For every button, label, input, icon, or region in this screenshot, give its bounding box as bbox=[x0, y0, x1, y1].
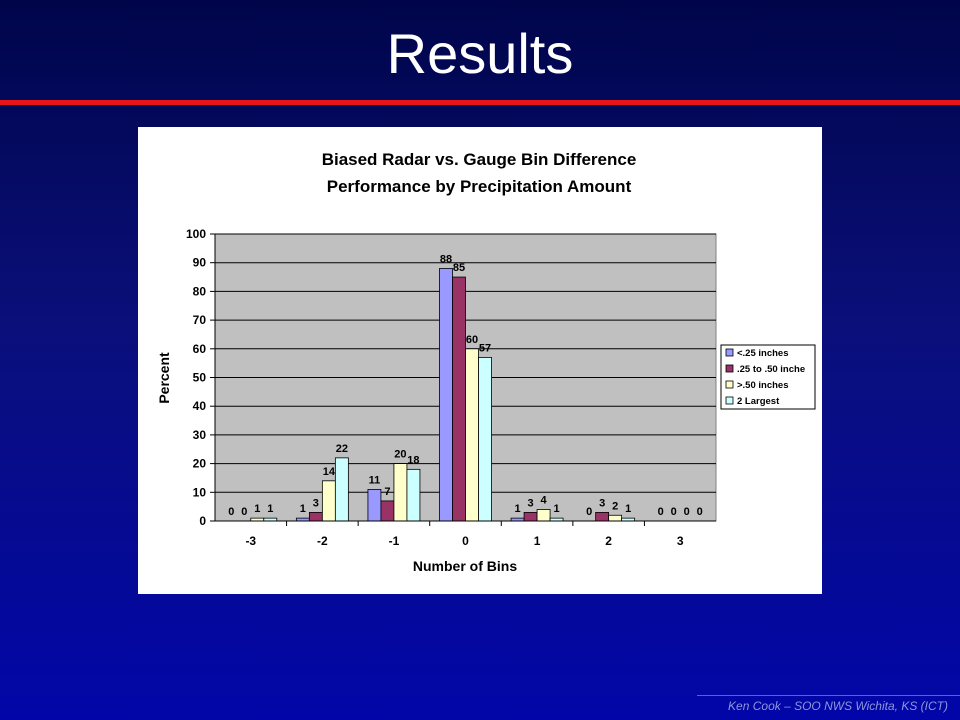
y-tick-labels: 0 10 20 30 40 50 60 70 80 90 100 bbox=[186, 227, 215, 528]
data-label: 1 bbox=[254, 503, 260, 515]
data-label: 0 bbox=[586, 506, 592, 518]
x-tick-label: -2 bbox=[317, 534, 328, 548]
gridlines bbox=[215, 233, 716, 493]
x-tick-label: 1 bbox=[534, 534, 541, 548]
bar bbox=[393, 463, 408, 522]
chart-title-line-1: Biased Radar vs. Gauge Bin Difference bbox=[322, 150, 637, 169]
data-label: 1 bbox=[625, 503, 631, 515]
data-label: 22 bbox=[336, 443, 348, 455]
bar bbox=[452, 276, 466, 522]
footer-divider bbox=[697, 695, 960, 696]
bar bbox=[321, 480, 336, 522]
legend-swatch bbox=[725, 396, 734, 405]
bar bbox=[523, 511, 538, 522]
data-label: 14 bbox=[323, 466, 336, 478]
bar bbox=[334, 457, 349, 522]
slide-title: Results bbox=[386, 22, 574, 85]
y-tick-label: 80 bbox=[193, 284, 207, 298]
x-tick-labels: -3 -2 -1 0 1 2 3 bbox=[245, 521, 684, 548]
bar bbox=[439, 268, 453, 522]
data-label: 11 bbox=[369, 474, 381, 486]
legend-label: <.25 inches bbox=[737, 348, 789, 359]
bar bbox=[478, 357, 492, 522]
legend-swatch bbox=[725, 348, 734, 357]
footer-credit: Ken Cook – SOO NWS Wichita, KS (ICT) bbox=[728, 699, 948, 713]
y-tick-label: 100 bbox=[186, 227, 206, 241]
legend-label: 2 Largest bbox=[737, 396, 780, 407]
x-tick-label: -1 bbox=[389, 534, 400, 548]
y-tick-label: 90 bbox=[193, 256, 207, 270]
data-label: 7 bbox=[384, 486, 390, 498]
data-label: 85 bbox=[453, 262, 465, 274]
legend-swatch bbox=[725, 380, 734, 389]
y-tick-label: 0 bbox=[199, 514, 206, 528]
y-tick-label: 30 bbox=[193, 428, 207, 442]
data-label: 0 bbox=[241, 506, 247, 518]
x-tick-label: -3 bbox=[245, 534, 256, 548]
data-label: 88 bbox=[440, 253, 452, 265]
data-label: 57 bbox=[479, 342, 491, 354]
data-label: 18 bbox=[407, 454, 419, 466]
data-label: 1 bbox=[515, 503, 521, 515]
data-label: 1 bbox=[554, 503, 560, 515]
legend-label: .25 to .50 inche bbox=[737, 364, 805, 375]
data-label: 0 bbox=[684, 506, 690, 518]
x-tick-label: 0 bbox=[462, 534, 469, 548]
y-tick-label: 60 bbox=[193, 342, 207, 356]
x-tick-label: 3 bbox=[677, 534, 684, 548]
y-tick-label: 10 bbox=[193, 485, 207, 499]
bar bbox=[308, 511, 323, 522]
y-tick-label: 40 bbox=[193, 399, 207, 413]
bar bbox=[380, 500, 395, 522]
x-axis-label: Number of Bins bbox=[413, 558, 517, 574]
data-label: 4 bbox=[541, 495, 548, 507]
data-label: 3 bbox=[313, 497, 319, 509]
data-label: 0 bbox=[697, 506, 703, 518]
title-divider bbox=[0, 100, 960, 105]
bars bbox=[250, 268, 636, 522]
data-label: 20 bbox=[394, 449, 406, 461]
legend-box bbox=[720, 344, 816, 410]
legend-label: >.50 inches bbox=[737, 380, 789, 391]
y-axis-label: Percent bbox=[156, 352, 172, 404]
data-label: 2 bbox=[612, 500, 618, 512]
data-label: 0 bbox=[658, 506, 664, 518]
y-tick-label: 20 bbox=[193, 457, 207, 471]
bar bbox=[608, 514, 623, 522]
y-tick-label: 70 bbox=[193, 313, 207, 327]
y-tick-label: 50 bbox=[193, 371, 207, 385]
legend-swatch bbox=[725, 364, 734, 373]
x-tick-label: 2 bbox=[605, 534, 612, 548]
data-label: 1 bbox=[300, 503, 306, 515]
data-label: 60 bbox=[466, 334, 478, 346]
data-label: 3 bbox=[599, 497, 605, 509]
bar bbox=[465, 348, 479, 522]
bar bbox=[536, 509, 551, 522]
data-label: 1 bbox=[267, 503, 273, 515]
legend: <.25 inches .25 to .50 inche >.50 inches 2 … bbox=[720, 344, 816, 410]
chart-panel: Biased Radar vs. Gauge Bin Difference Pe… bbox=[138, 127, 822, 594]
bar bbox=[367, 489, 382, 522]
bar bbox=[406, 468, 421, 522]
bar-chart: Biased Radar vs. Gauge Bin Difference Pe… bbox=[156, 150, 816, 574]
bar bbox=[595, 511, 610, 522]
chart-title-line-2: Performance by Precipitation Amount bbox=[327, 177, 632, 196]
data-label: 3 bbox=[528, 497, 534, 509]
data-label: 0 bbox=[671, 506, 677, 518]
data-label: 0 bbox=[228, 506, 234, 518]
